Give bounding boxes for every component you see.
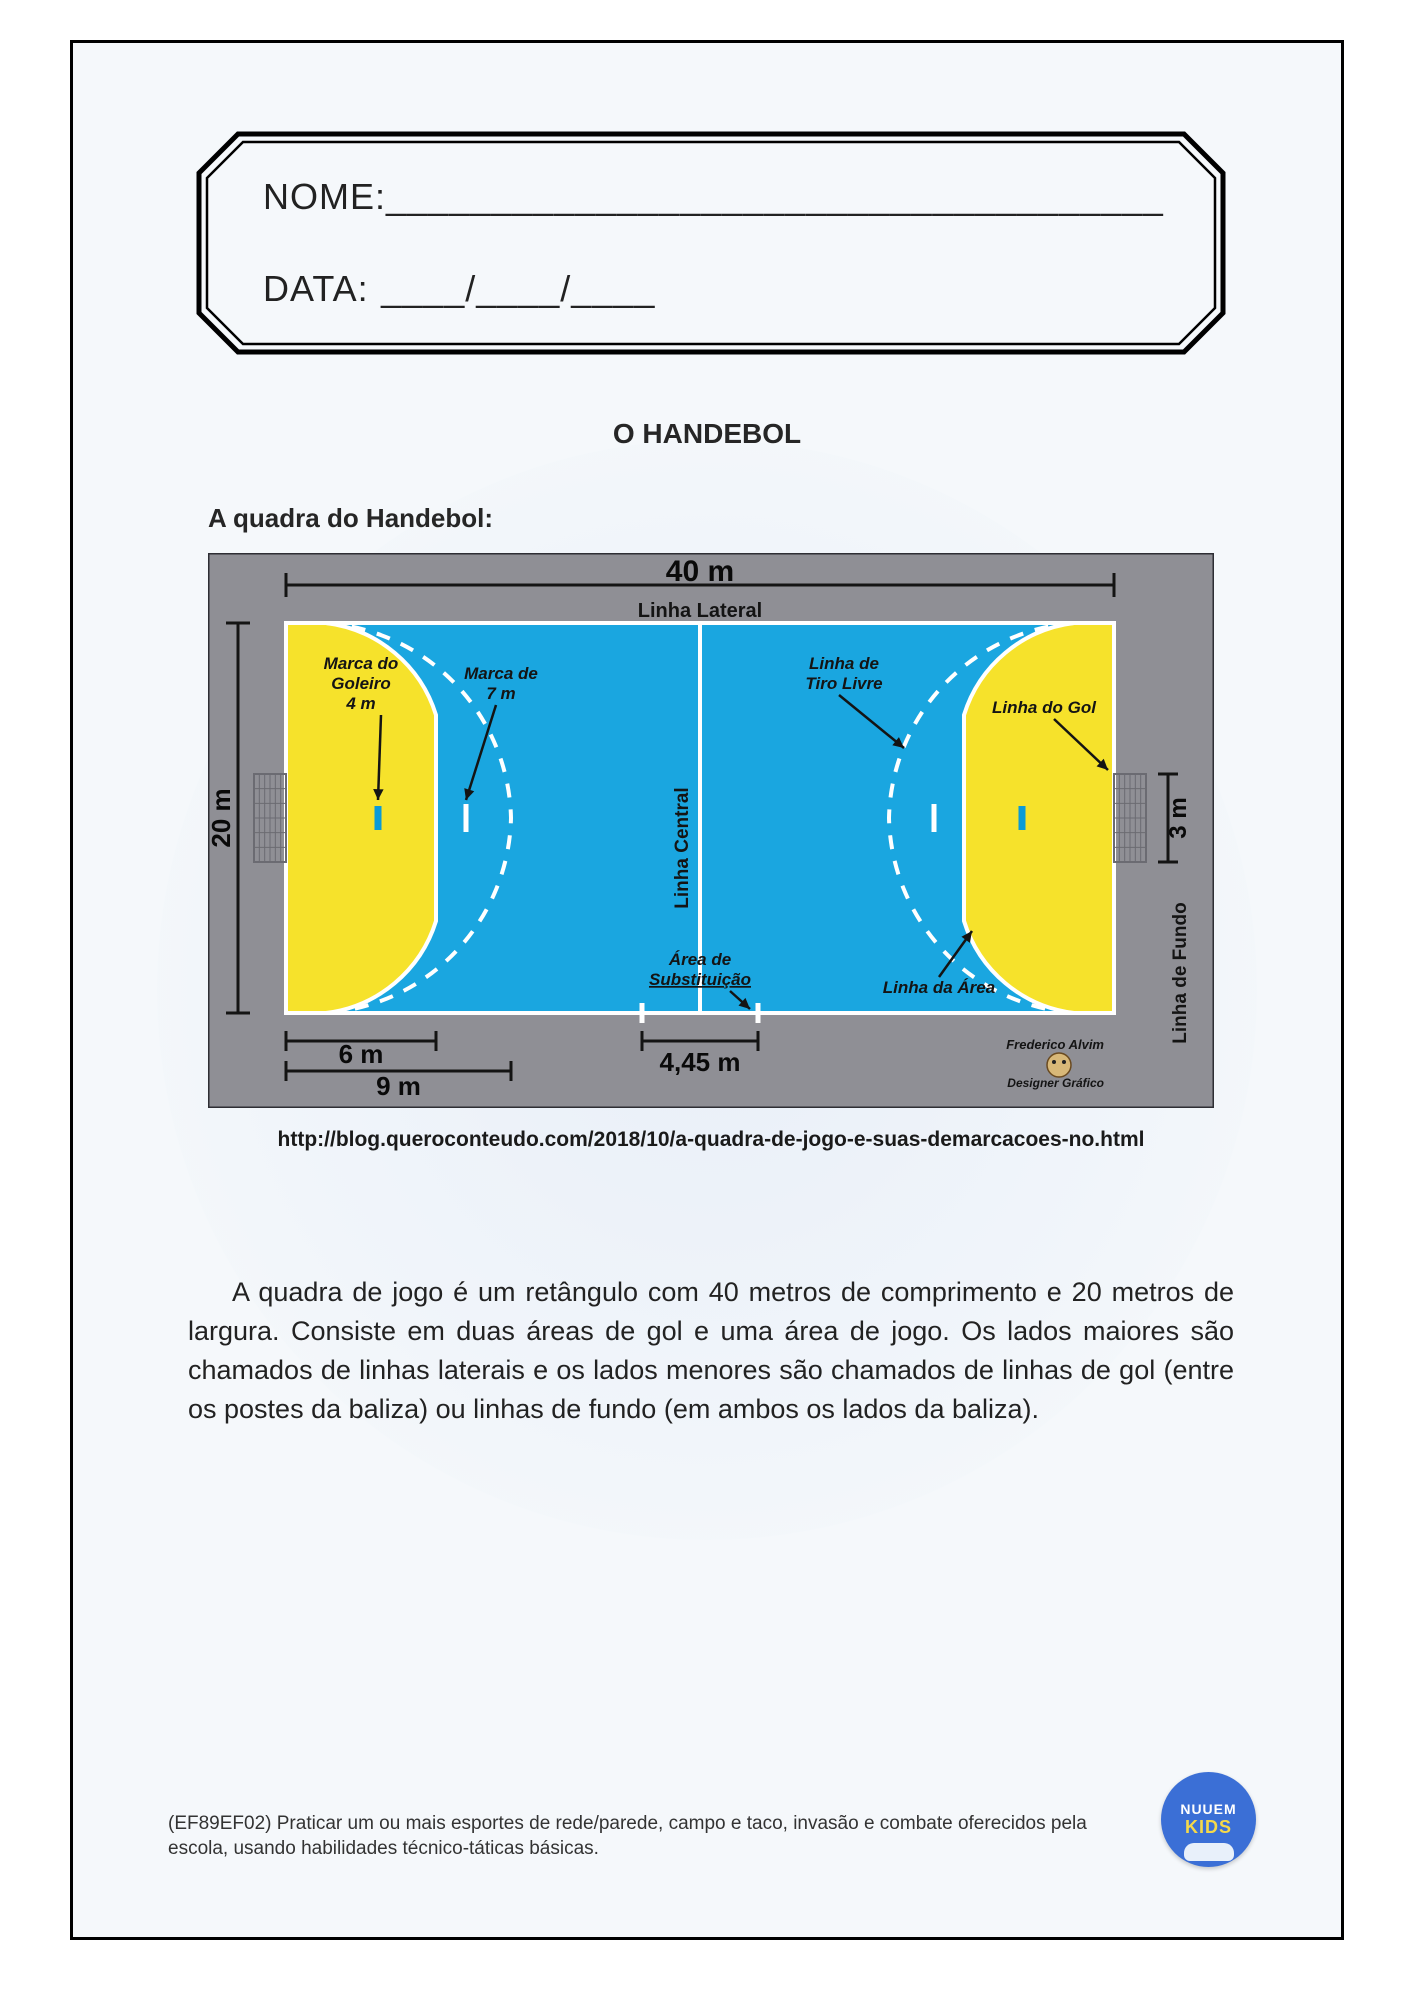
footer-competency-code: (EF89EF02) Praticar um ou mais esportes … (168, 1811, 1128, 1862)
svg-text:Linha do Gol: Linha do Gol (992, 698, 1097, 717)
svg-text:4,45 m: 4,45 m (660, 1047, 741, 1077)
svg-text:40 m: 40 m (666, 555, 734, 588)
logo-cloud-icon (1184, 1843, 1234, 1861)
svg-text:20 m: 20 m (208, 788, 236, 847)
court-svg: 40 m 20 m 3 m 6 m9 m 4,45 m Linha Lateral Marc… (208, 553, 1214, 1108)
svg-text:9 m: 9 m (376, 1071, 421, 1101)
logo-bot-text: KIDS (1185, 1817, 1232, 1838)
date-blank: ____/____/____ (381, 268, 655, 309)
header-form-box: NOME:___________________________________… (193, 128, 1229, 358)
handball-court-figure: 40 m 20 m 3 m 6 m9 m 4,45 m Linha Lateral Marc… (208, 553, 1214, 1108)
svg-text:Linha de Fundo: Linha de Fundo (1170, 902, 1191, 1043)
name-label: NOME: (263, 176, 386, 217)
svg-text:Linha de: Linha de (809, 654, 879, 673)
svg-text:Linha da Área: Linha da Área (883, 978, 995, 997)
name-blank: _____________________________________ (386, 176, 1164, 217)
svg-text:Goleiro: Goleiro (331, 674, 391, 693)
svg-text:Marca de: Marca de (464, 664, 538, 683)
svg-text:Área de: Área de (668, 950, 731, 969)
footer-logo: NUUEM KIDS (1161, 1772, 1256, 1867)
svg-text:Substituição: Substituição (649, 970, 751, 989)
svg-text:3 m: 3 m (1165, 797, 1192, 838)
date-label: DATA: (263, 268, 369, 309)
date-row[interactable]: DATA: ____/____/____ (263, 268, 655, 310)
svg-text:Linha Lateral: Linha Lateral (638, 600, 762, 622)
svg-text:Frederico Alvim: Frederico Alvim (1006, 1037, 1104, 1052)
header-box-frame (193, 128, 1229, 358)
page-title: O HANDEBOL (73, 418, 1341, 450)
section-subtitle: A quadra do Handebol: (208, 503, 493, 534)
svg-text:Designer Gráfico: Designer Gráfico (1007, 1076, 1104, 1090)
name-row[interactable]: NOME:___________________________________… (263, 176, 1164, 218)
svg-text:6 m: 6 m (339, 1039, 384, 1069)
svg-text:4 m: 4 m (345, 694, 375, 713)
svg-text:Marca do: Marca do (324, 654, 399, 673)
page-border: NOME:___________________________________… (70, 40, 1344, 1940)
figure-source-url: http://blog.queroconteudo.com/2018/10/a-… (208, 1128, 1214, 1152)
logo-top-text: NUUEM (1180, 1801, 1236, 1817)
body-paragraph: A quadra de jogo é um retângulo com 40 m… (188, 1273, 1234, 1430)
svg-text:Linha Central: Linha Central (672, 787, 693, 908)
svg-text:7 m: 7 m (486, 684, 515, 703)
svg-text:Tiro Livre: Tiro Livre (805, 674, 882, 693)
